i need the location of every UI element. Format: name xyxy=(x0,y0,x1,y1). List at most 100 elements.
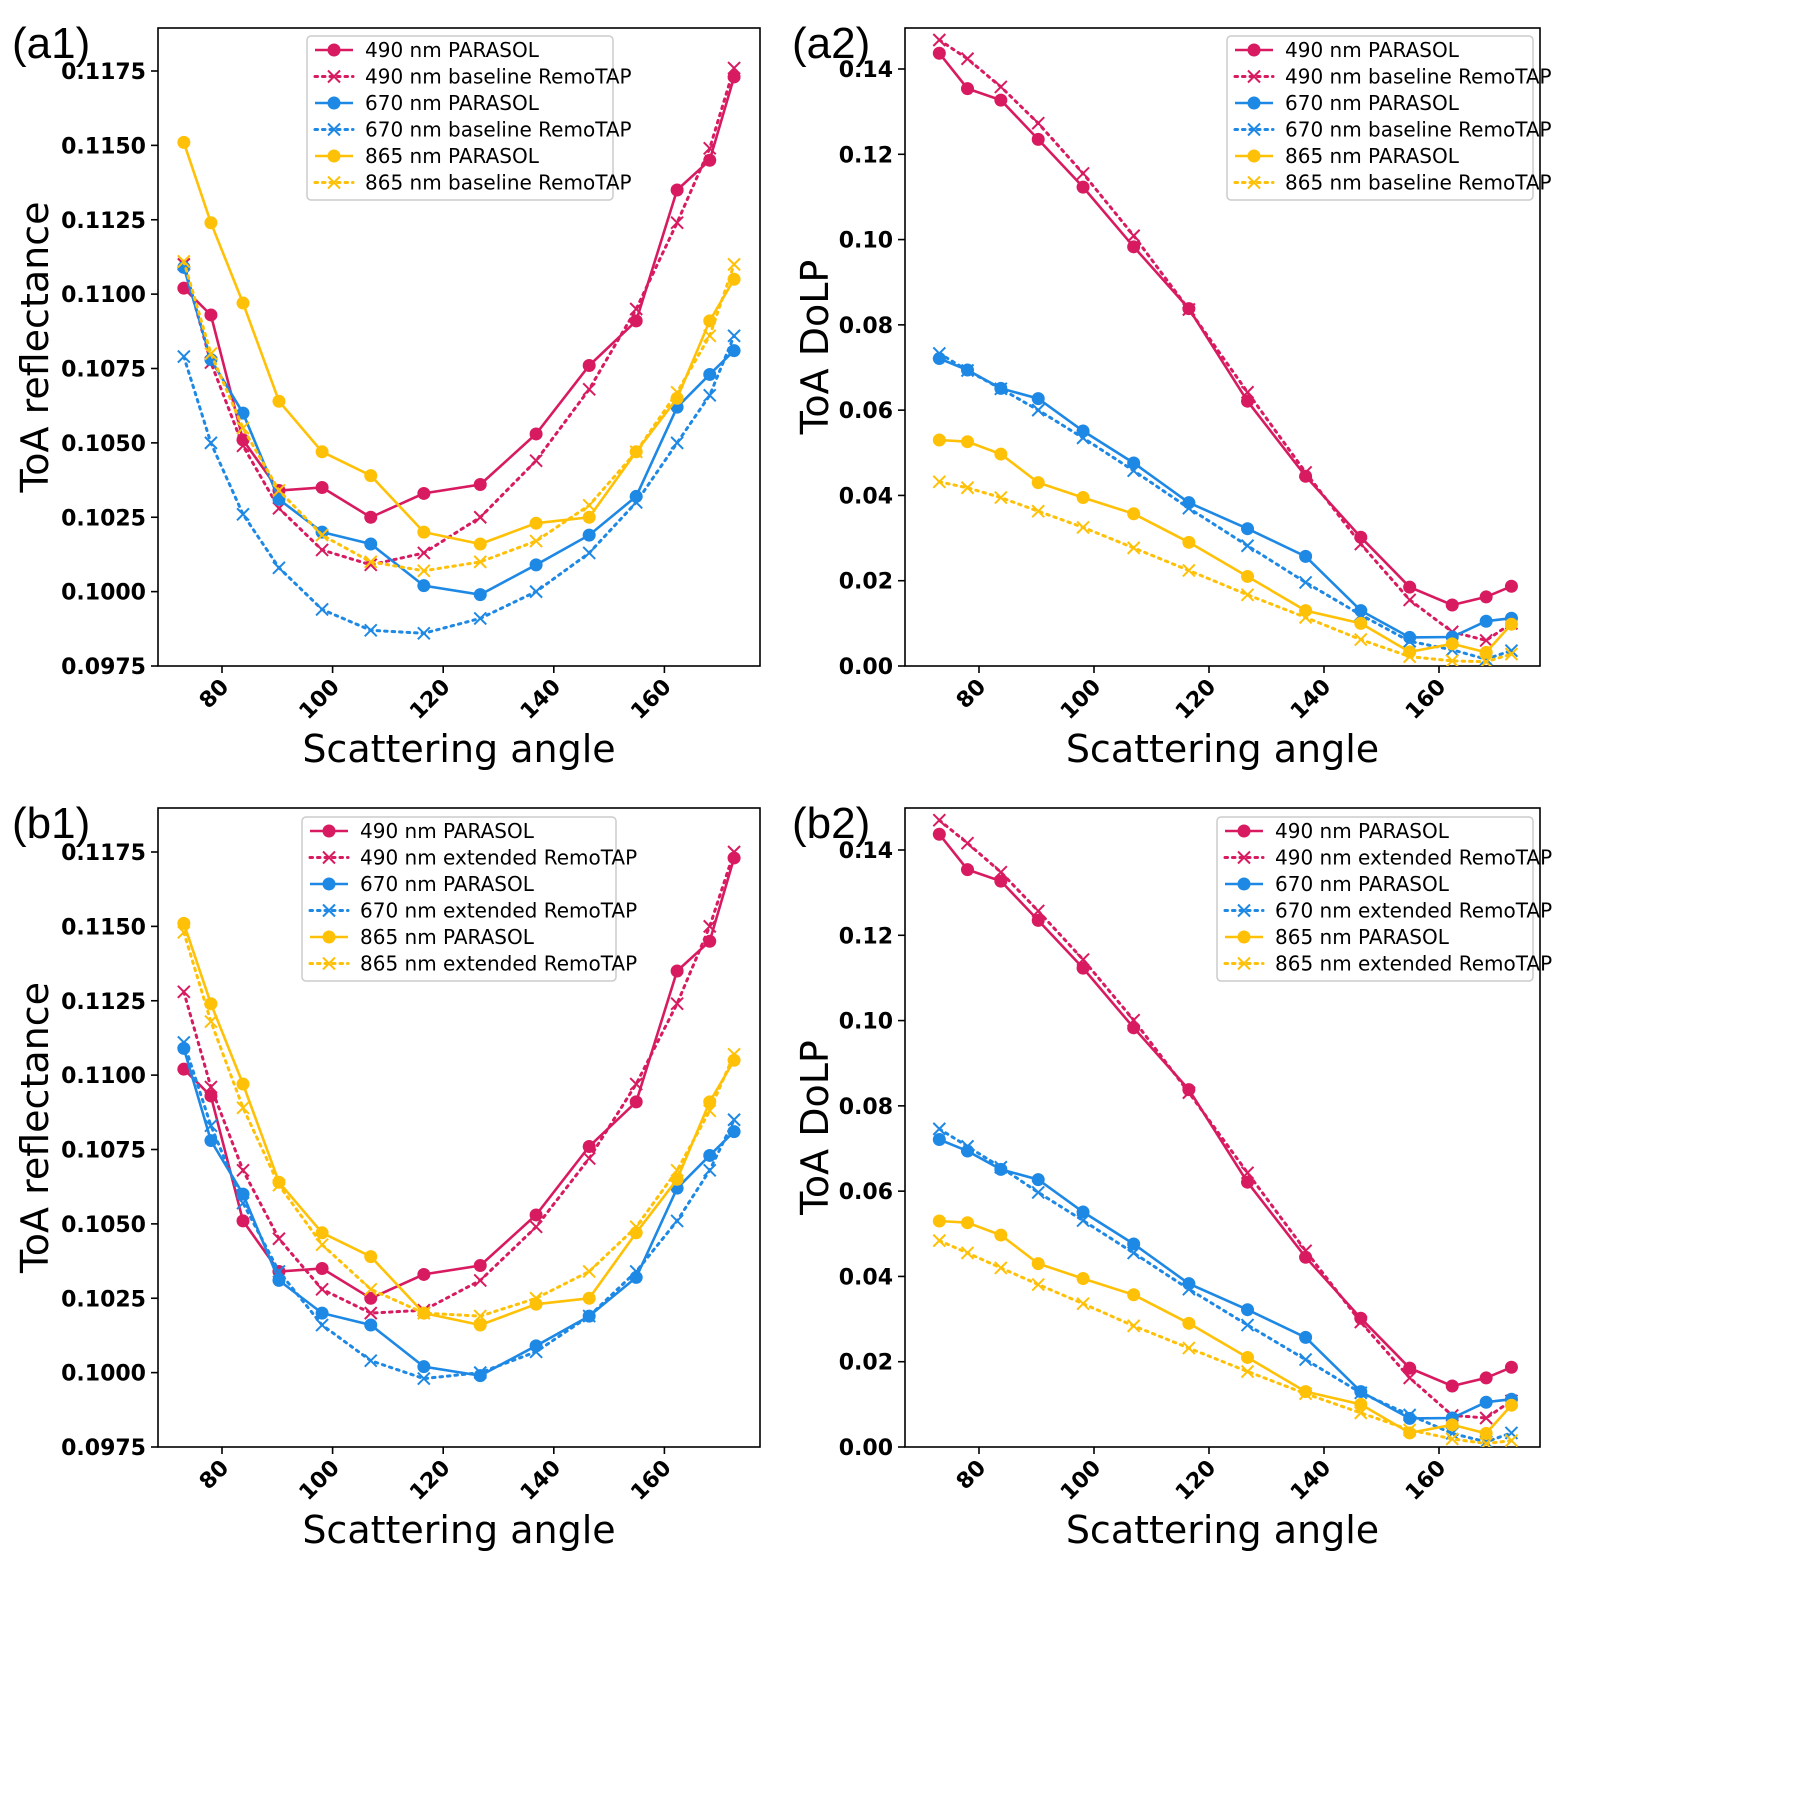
legend-dot-marker xyxy=(1247,96,1261,110)
y-tick-label: 0.00 xyxy=(839,655,893,680)
data-point-dot xyxy=(1076,1272,1090,1286)
data-point-x-marker xyxy=(703,329,717,343)
data-point-dot xyxy=(177,135,191,149)
legend-dot-marker xyxy=(1237,877,1251,891)
legend-dot-marker xyxy=(327,43,341,57)
legend-dot-marker xyxy=(327,96,341,110)
data-point-dot xyxy=(727,344,741,358)
y-tick-label: 0.1075 xyxy=(61,1139,146,1164)
data-point-dot xyxy=(1031,1257,1045,1271)
data-point-dot xyxy=(582,1140,596,1154)
series-490-nm-parasol xyxy=(932,827,1518,1393)
data-point-x-marker xyxy=(1182,563,1196,578)
legend-label: 490 nm PARASOL xyxy=(360,819,535,843)
data-point-x-marker xyxy=(364,1354,378,1368)
data-point-dot xyxy=(1299,1250,1313,1264)
data-point-dot xyxy=(1445,1379,1459,1393)
data-point-x-marker xyxy=(1240,1166,1255,1180)
y-tick-label: 0.08 xyxy=(839,314,893,339)
data-point-dot xyxy=(932,827,946,841)
data-point-x-marker xyxy=(1402,1371,1417,1385)
data-point-dot xyxy=(961,1216,974,1230)
panel-b2: 0.00 0.02 0.04 0.06 0.08 0.10 0.12 0.14 80 100 120… xyxy=(792,799,1552,1552)
x-tick-label: 140 xyxy=(1286,675,1336,725)
data-point-x-marker xyxy=(1479,1411,1493,1425)
legend-box xyxy=(1226,35,1534,201)
data-point-x-marker xyxy=(529,584,543,599)
series-line xyxy=(937,1127,1513,1444)
data-point-x-marker xyxy=(629,302,643,316)
data-point-dot xyxy=(1354,604,1368,618)
legend-box xyxy=(306,35,614,201)
data-point-x-marker xyxy=(177,925,191,940)
data-point-x-marker xyxy=(1445,1432,1459,1446)
y-tick-label: 0.00 xyxy=(839,1436,893,1461)
data-point-dot xyxy=(961,435,974,449)
data-point-dot xyxy=(1241,1303,1255,1317)
data-point-x-marker xyxy=(1076,431,1090,445)
panel-a2: 0.00 0.02 0.04 0.06 0.08 0.10 0.12 0.14 80 100 120… xyxy=(792,19,1552,771)
legend-label: 670 nm extended RemoTAP xyxy=(1275,899,1552,923)
series-line xyxy=(182,66,736,567)
data-point-dot xyxy=(703,314,717,328)
series-670-nm-extended-remotap xyxy=(932,1122,1519,1447)
data-point-dot xyxy=(994,93,1008,107)
y-tick-label: 0.10 xyxy=(839,1010,893,1035)
legend-label: 490 nm extended RemoTAP xyxy=(1275,846,1552,870)
data-point-dot xyxy=(1076,961,1090,975)
x-tick-label: 100 xyxy=(1056,1456,1106,1506)
data-point-x-marker xyxy=(994,490,1008,505)
legend-entry: 670 nm baseline RemoTAP xyxy=(1233,118,1552,142)
data-point-x-marker xyxy=(582,1151,596,1166)
legend-label: 670 nm PARASOL xyxy=(365,91,540,115)
data-point-dot xyxy=(1479,645,1493,659)
data-point-x-marker xyxy=(236,439,250,453)
x-tick-label: 140 xyxy=(1286,1456,1336,1506)
legend-entry: 490 nm PARASOL xyxy=(1235,38,1460,62)
y-tick-label: 0.06 xyxy=(839,1180,893,1205)
series-865-nm-extended-remotap xyxy=(177,925,741,1323)
data-point-x-marker xyxy=(529,1345,543,1359)
legend-entry: 865 nm extended RemoTAP xyxy=(1223,952,1552,976)
data-point-dot xyxy=(1299,1330,1313,1344)
y-axis-label: ToA DoLP xyxy=(793,260,837,436)
data-point-x-marker xyxy=(364,1306,378,1320)
data-point-dot xyxy=(1127,456,1141,470)
data-point-x-marker xyxy=(703,388,717,402)
plot-area xyxy=(177,61,741,640)
legend-label: 865 nm PARASOL xyxy=(360,925,535,949)
data-point-dot xyxy=(703,1095,717,1109)
legend-dot-marker xyxy=(1247,149,1261,163)
data-point-x-marker xyxy=(994,865,1008,879)
data-point-x-marker xyxy=(1182,302,1196,317)
legend-label: 670 nm extended RemoTAP xyxy=(360,899,637,923)
data-point-dot xyxy=(1031,392,1045,406)
data-point-dot xyxy=(1479,1371,1493,1385)
legend-x-marker xyxy=(1247,122,1261,137)
plot-area xyxy=(177,845,741,1386)
data-point-x-marker xyxy=(1126,1246,1141,1260)
x-tick-label: 80 xyxy=(952,1456,991,1495)
legend-label: 670 nm PARASOL xyxy=(1285,91,1460,115)
data-point-dot xyxy=(1504,617,1518,631)
data-point-x-marker xyxy=(473,510,487,524)
data-point-x-marker xyxy=(727,329,741,343)
x-tick-label: 160 xyxy=(626,675,676,725)
legend-label: 865 nm PARASOL xyxy=(1275,925,1450,949)
legend-label: 490 nm baseline RemoTAP xyxy=(365,65,632,89)
data-point-dot xyxy=(364,1291,378,1305)
data-point-x-marker xyxy=(670,436,684,450)
y-tick-label: 0.1100 xyxy=(61,1064,146,1089)
data-point-dot xyxy=(1445,598,1459,612)
y-tick-label: 0.04 xyxy=(839,1265,893,1290)
data-point-x-marker xyxy=(417,1371,431,1386)
data-point-x-marker xyxy=(272,1232,286,1246)
data-point-dot xyxy=(703,367,717,381)
data-point-dot xyxy=(1241,522,1255,536)
data-point-x-marker xyxy=(1354,1406,1368,1420)
data-point-x-marker xyxy=(670,216,684,230)
series-865-nm-extended-remotap xyxy=(932,1233,1519,1447)
data-point-x-marker xyxy=(236,421,250,435)
